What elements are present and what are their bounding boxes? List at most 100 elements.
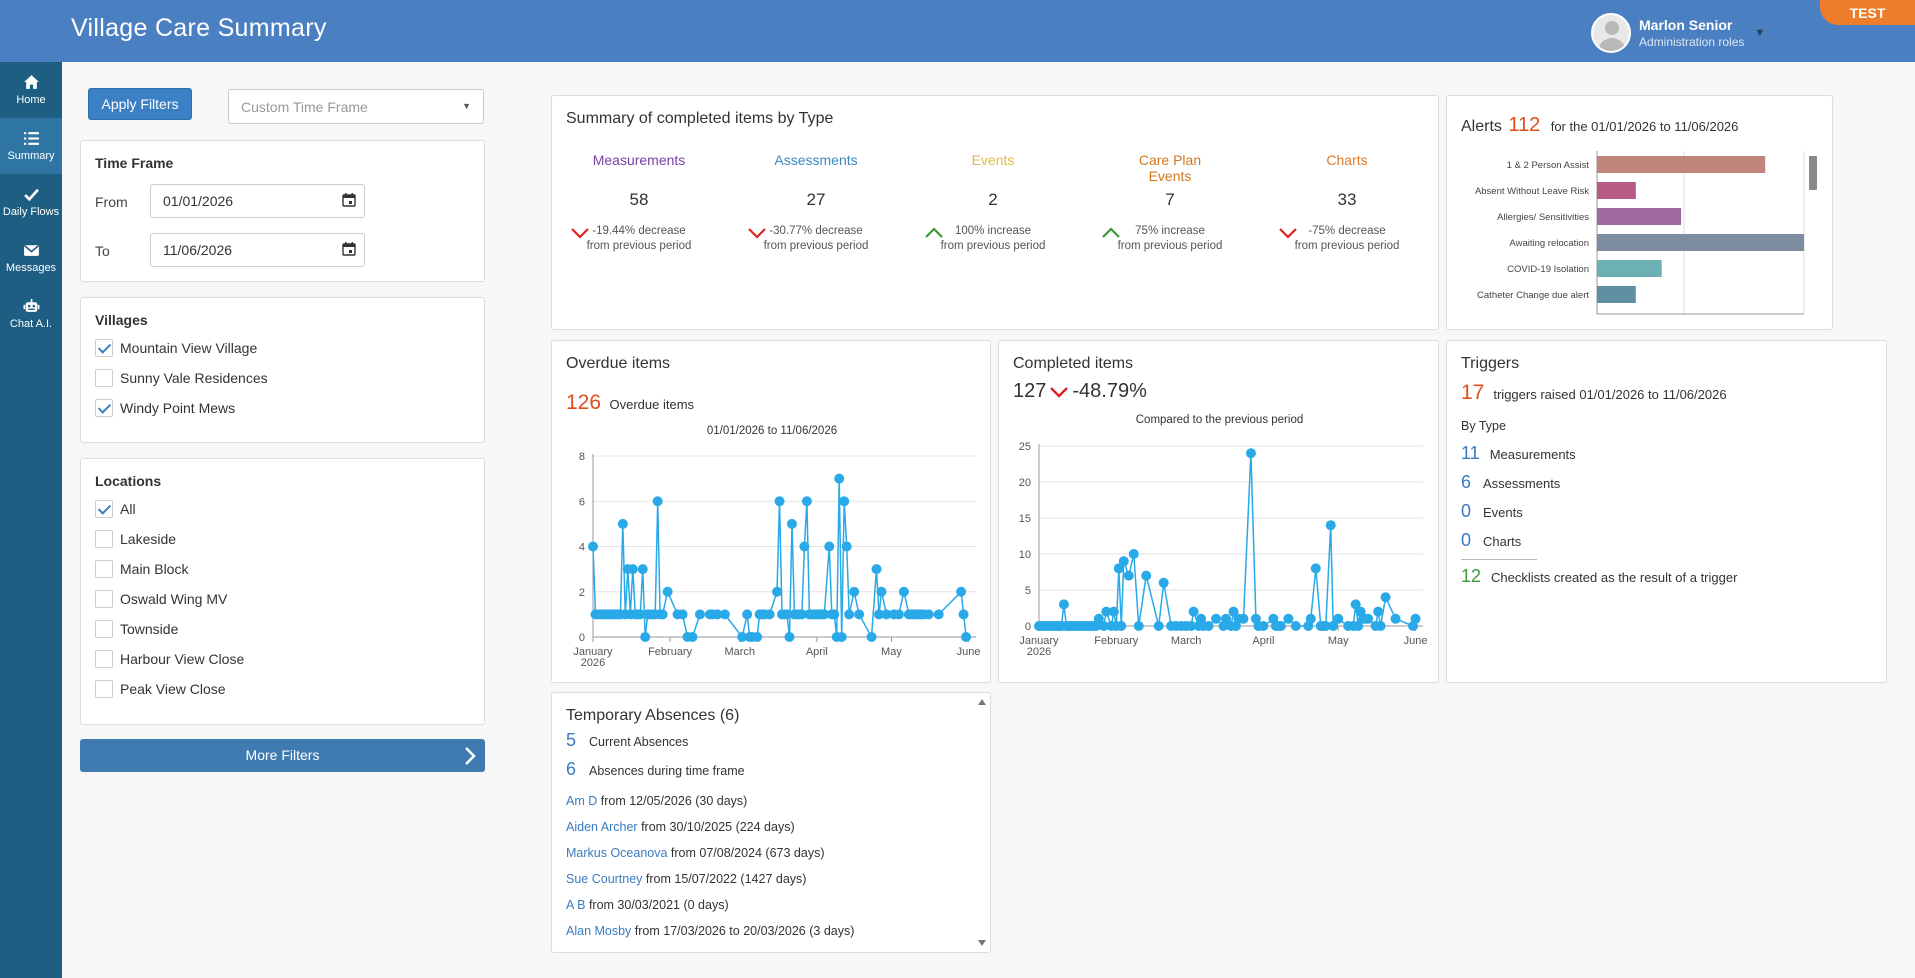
summary-item-label: Charts (1326, 152, 1368, 168)
village-checkbox-row[interactable]: Mountain View Village (95, 339, 257, 357)
overdue-title: Overdue items (566, 355, 671, 372)
apply-filters-button[interactable]: Apply Filters (88, 88, 192, 120)
from-date-value: 01/01/2026 (163, 193, 234, 209)
checkbox[interactable] (95, 680, 113, 698)
data-point (796, 609, 807, 620)
resident-link[interactable]: Alan Mosby (566, 924, 632, 938)
nav-home[interactable]: Home (0, 62, 62, 118)
overdue-count-row: 126 Overdue items (566, 391, 694, 415)
summary-item-value: 27 (806, 190, 826, 209)
location-checkbox-row[interactable]: Lakeside (95, 530, 176, 548)
caret-down-icon: ▼ (462, 101, 471, 111)
data-point (1098, 621, 1109, 631)
village-label: Windy Point Mews (120, 400, 236, 416)
location-checkbox-row[interactable]: Peak View Close (95, 680, 226, 698)
resident-link[interactable]: Aiden Archer (566, 820, 638, 834)
side-nav: Home Summary Daily Flows Messages Chat A… (0, 62, 62, 978)
calendar-icon[interactable] (342, 193, 356, 207)
summary-item[interactable]: Assessments 27 -30.77% decrease from previo… (741, 152, 891, 254)
resident-link[interactable]: Markus Oceanova (566, 846, 668, 860)
scroll-up-icon[interactable] (977, 697, 987, 707)
summary-item[interactable]: Measurements 58 -19.44% decrease from previ… (564, 152, 714, 254)
current-absences-count: 5 (566, 730, 577, 750)
during-absences-row: 6 Absences during time frame (566, 759, 745, 780)
nav-daily-flows[interactable]: Daily Flows (0, 174, 62, 230)
summary-change-subtext: from previous period (1294, 240, 1400, 252)
triggers-count-row: 17 triggers raised 01/01/2026 to 11/06/2… (1461, 381, 1727, 405)
data-point (1058, 599, 1069, 610)
location-label: Main Block (120, 561, 189, 577)
resident-link[interactable]: Am D (566, 794, 598, 808)
location-checkbox-row[interactable]: Main Block (95, 560, 188, 578)
data-point (801, 496, 812, 507)
summary-item[interactable]: Charts 33 -75% decrease from previous perio… (1272, 152, 1422, 254)
absences-card: Temporary Absences (6) 5 Current Absences… (551, 692, 991, 953)
summary-change-text: 75% increase (1135, 225, 1205, 237)
checkbox[interactable] (95, 590, 113, 608)
user-avatar-icon (1591, 13, 1631, 53)
data-point (1128, 549, 1139, 559)
data-point (874, 609, 885, 620)
y-tick-label: 5 (1025, 585, 1031, 597)
location-label: All (120, 501, 136, 517)
village-checkbox-row[interactable]: Sunny Vale Residences (95, 369, 268, 387)
summary-item-value: 33 (1337, 190, 1357, 209)
nav-summary-label: Summary (7, 150, 55, 162)
arrow-down-icon (748, 228, 766, 239)
checkbox[interactable] (95, 620, 113, 638)
checkbox[interactable] (95, 399, 113, 417)
location-label: Oswald Wing MV (120, 591, 228, 607)
summary-card: Summary of completed items by Type Measu… (551, 95, 1439, 330)
alert-bar (1597, 208, 1682, 225)
location-checkbox-row[interactable]: All (95, 500, 136, 518)
data-point (1211, 613, 1222, 624)
village-checkbox-row[interactable]: Windy Point Mews (95, 399, 235, 417)
absences-title: Temporary Absences (6) (566, 707, 740, 724)
arrow-up-icon (925, 227, 943, 238)
arrow-up-icon (1102, 227, 1120, 238)
summary-item[interactable]: Care Plan Events 7 75% increase from previou… (1095, 152, 1245, 254)
caret-down-icon[interactable]: ▼ (1754, 27, 1766, 39)
data-point (1093, 613, 1104, 624)
user-menu[interactable]: Marlon Senior Administration roles ▼ (1591, 13, 1765, 53)
summary-change-subtext: from previous period (763, 240, 869, 252)
y-tick-label: 0 (579, 632, 585, 644)
checkbox[interactable] (95, 369, 113, 387)
data-point (799, 541, 810, 552)
summary-item-label: Measurements (592, 152, 686, 168)
timeframe-select[interactable]: Custom Time Frame ▼ (228, 89, 484, 124)
arrow-down-icon (1279, 228, 1297, 239)
category-label: COVID-19 Isolation (1507, 264, 1589, 275)
more-filters-button[interactable]: More Filters (80, 739, 485, 772)
nav-summary[interactable]: Summary (0, 118, 62, 174)
location-checkbox-row[interactable]: Townside (95, 620, 178, 638)
checkbox[interactable] (95, 650, 113, 668)
x-tick-label: May (1328, 635, 1349, 647)
checkbox[interactable] (95, 500, 113, 518)
location-checkbox-row[interactable]: Harbour View Close (95, 650, 244, 668)
resident-link[interactable]: A B (566, 898, 586, 912)
chevron-right-icon (465, 747, 476, 765)
current-absences-label: Current Absences (589, 735, 689, 749)
summary-item[interactable]: Events 2 100% increase from previous period (918, 152, 1068, 254)
to-date-input[interactable]: 11/06/2026 (150, 233, 365, 267)
data-point (958, 609, 969, 620)
summary-change-text: -30.77% decrease (769, 225, 863, 237)
checkbox[interactable] (95, 560, 113, 578)
scroll-down-icon[interactable] (977, 938, 987, 948)
nav-chat-ai[interactable]: Chat A.I. (0, 286, 62, 342)
y-tick-label: 10 (1019, 549, 1031, 561)
from-date-input[interactable]: 01/01/2026 (150, 184, 365, 218)
calendar-icon[interactable] (342, 242, 356, 256)
data-point (893, 609, 904, 620)
absence-row: Am D from 12/05/2026 (30 days) (566, 794, 747, 808)
nav-messages[interactable]: Messages (0, 230, 62, 286)
arrow-down-icon (1050, 386, 1069, 398)
checkbox[interactable] (95, 530, 113, 548)
checkbox[interactable] (95, 339, 113, 357)
data-point (1283, 613, 1294, 624)
location-checkbox-row[interactable]: Oswald Wing MV (95, 590, 227, 608)
data-point (1290, 621, 1301, 631)
x-tick-label: 2026 (1027, 646, 1051, 658)
resident-link[interactable]: Sue Courtney (566, 872, 643, 886)
